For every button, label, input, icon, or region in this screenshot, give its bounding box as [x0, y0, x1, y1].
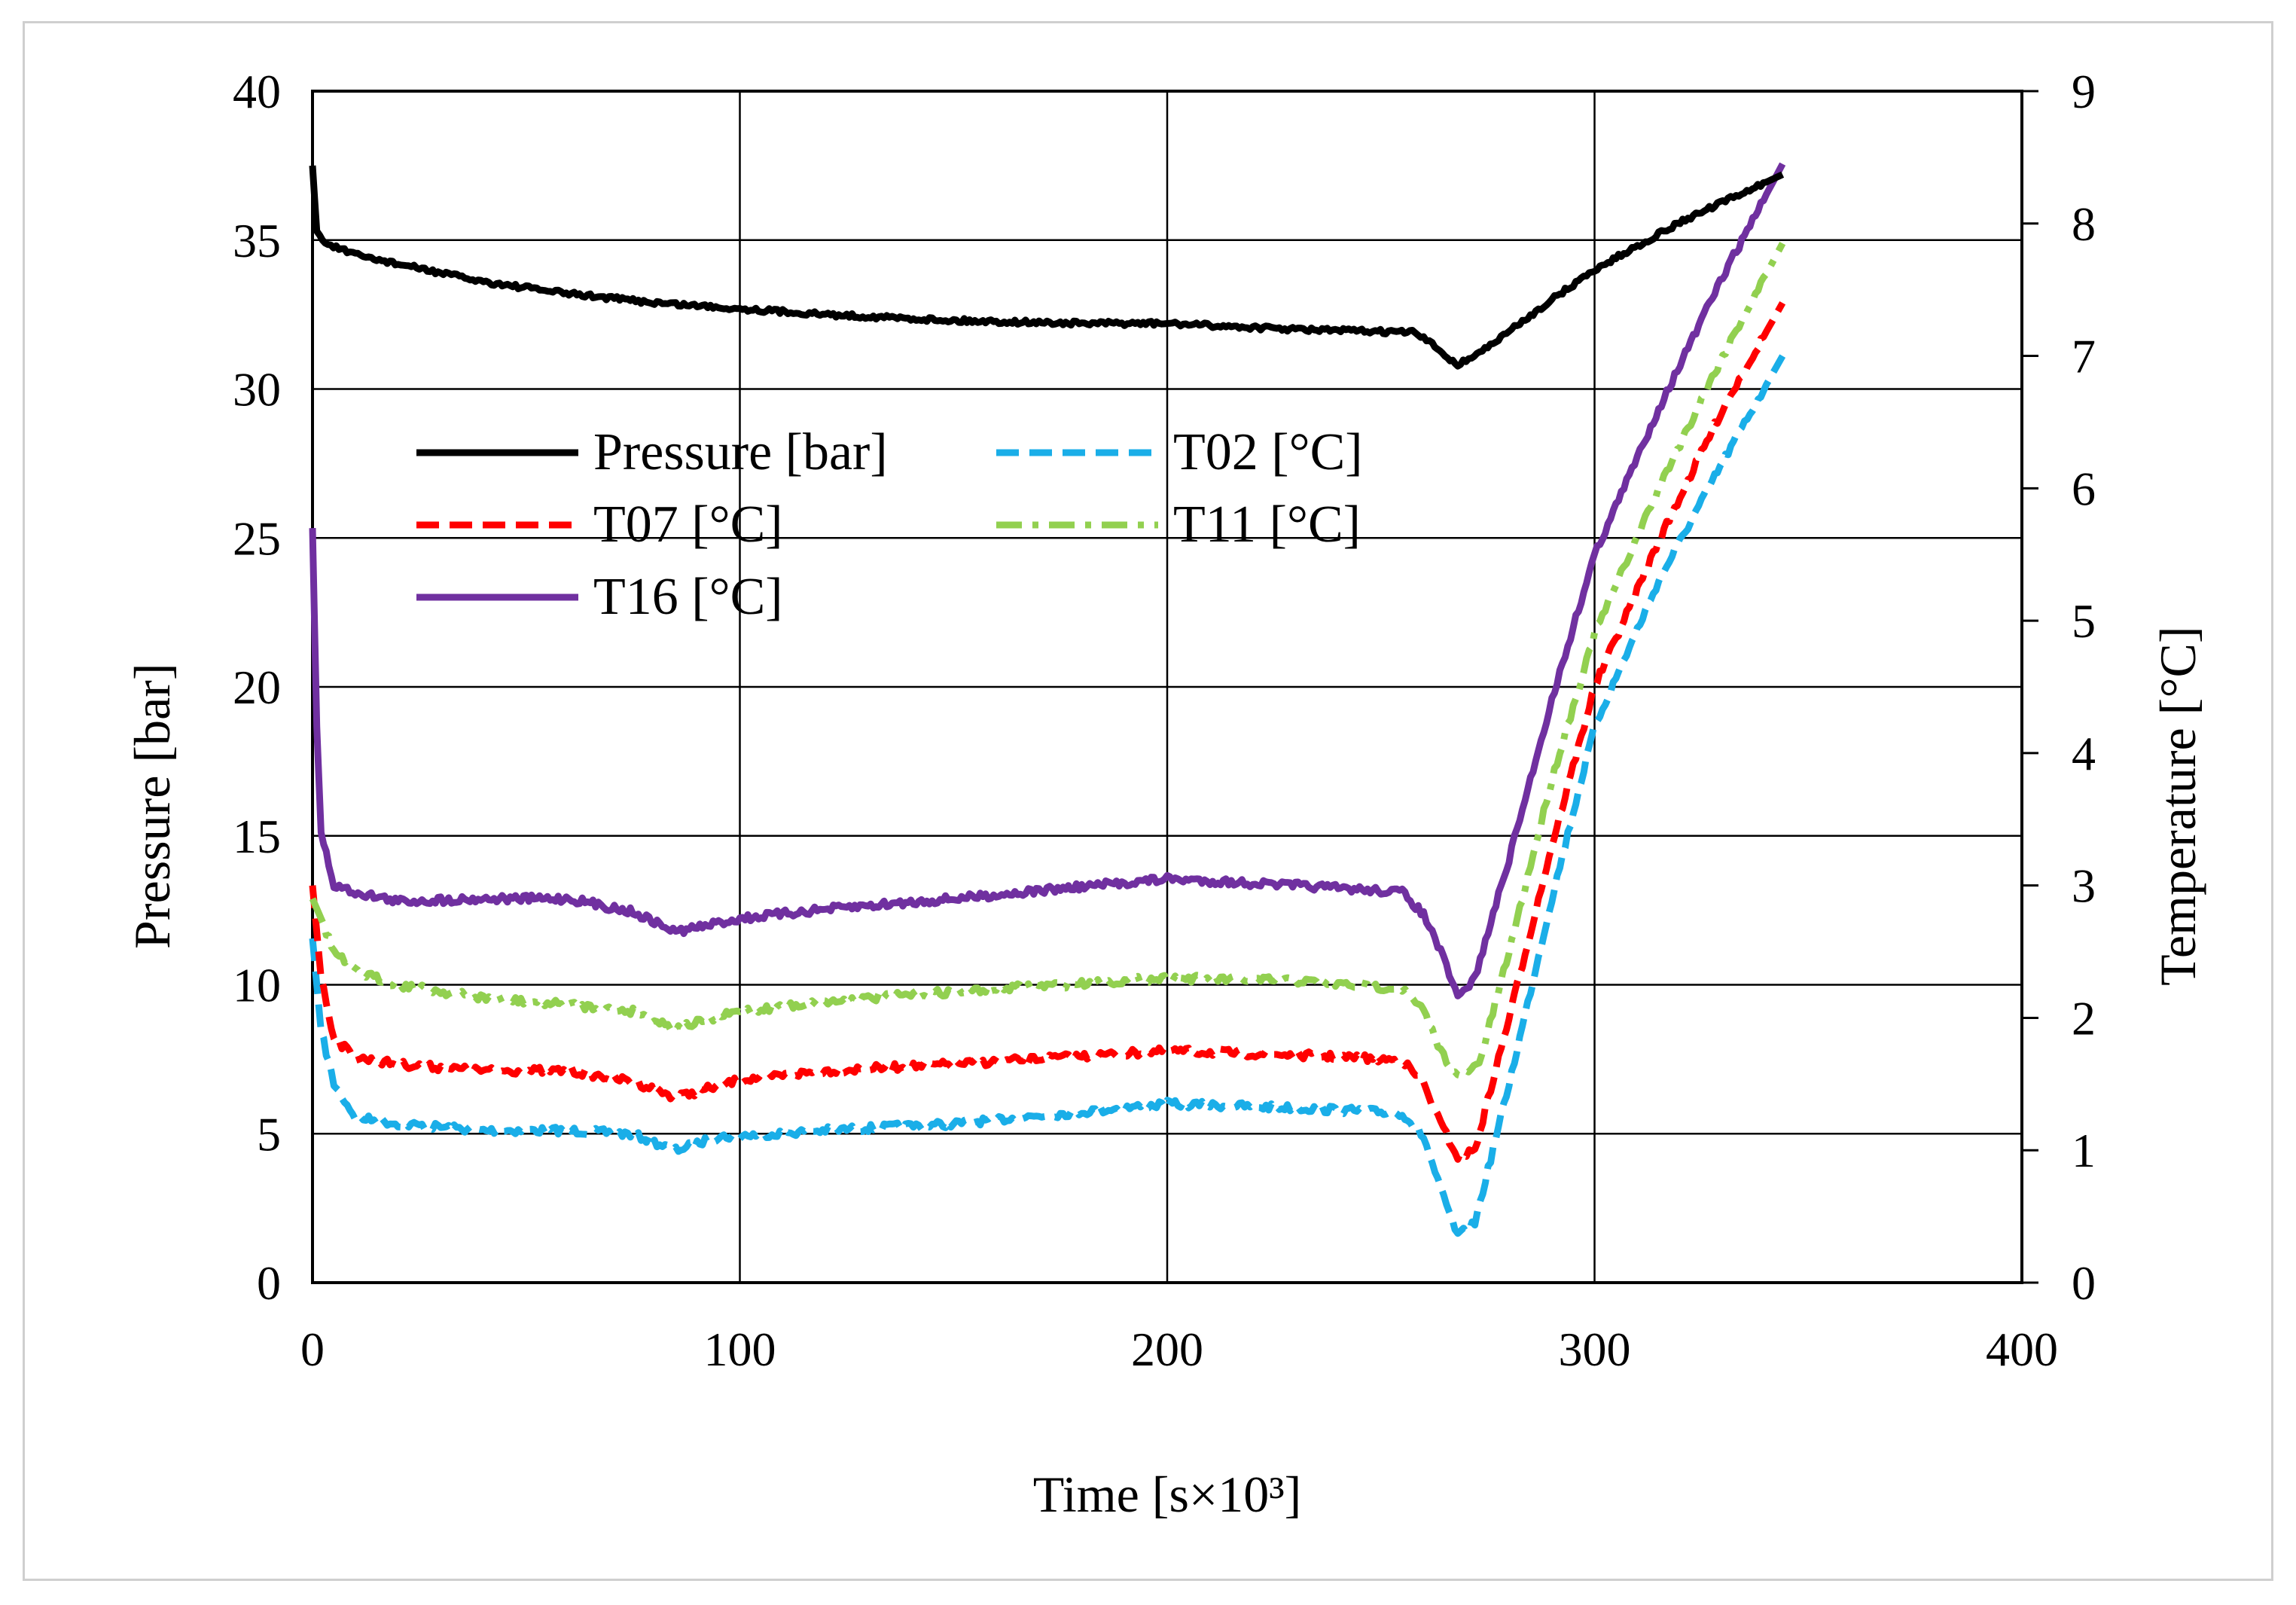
y-right-tick-9: 9 [2072, 65, 2096, 118]
y-left-tick-30: 30 [233, 363, 281, 417]
legend: Pressure [bar] T02 [°C] T07 [°C] T11 [°C… [416, 423, 1363, 626]
y-left-tick-35: 35 [233, 214, 281, 267]
series-line-t16 [309, 162, 1786, 999]
y-right-tick-6: 6 [2072, 462, 2096, 515]
legend-item-t11: T11 [°C] [996, 496, 1361, 554]
y-right-tick-0: 0 [2072, 1256, 2096, 1310]
y-left-tick-10: 10 [233, 959, 281, 1012]
legend-label-t11: T11 [°C] [1173, 496, 1361, 554]
y-right-tick-2: 2 [2072, 991, 2096, 1045]
series-line-t11 [309, 241, 1786, 1079]
plot-border [311, 90, 2023, 1284]
x-tick-100: 100 [704, 1323, 776, 1376]
legend-label-pressure: Pressure [bar] [593, 423, 888, 481]
legend-item-t02: T02 [°C] [996, 423, 1363, 481]
x-tick-300: 300 [1559, 1323, 1631, 1376]
series-lines [309, 162, 1786, 1237]
y-right-tick-3: 3 [2072, 859, 2096, 913]
x-tick-0: 0 [300, 1323, 325, 1376]
y-left-tick-0: 0 [257, 1256, 281, 1310]
legend-label-t02: T02 [°C] [1173, 423, 1363, 481]
x-tick-400: 400 [1986, 1323, 2058, 1376]
legend-label-t16: T16 [°C] [593, 568, 783, 626]
chart-frame: 0 5 10 15 20 25 30 35 40 0 1 2 3 4 5 6 7 8 9 0 100 200 300 400 … [23, 21, 2273, 1581]
x-tick-200: 200 [1131, 1323, 1203, 1376]
y-right-tick-4: 4 [2072, 727, 2096, 780]
y-left-tick-20: 20 [233, 661, 281, 714]
legend-label-t07: T07 [°C] [593, 496, 783, 554]
legend-item-pressure: Pressure [bar] [416, 423, 888, 481]
y-left-tick-25: 25 [233, 511, 281, 565]
y-axis-left-title: Pressure [bar] [123, 663, 181, 949]
series-line-t02 [309, 354, 1786, 1237]
x-axis-title: Time [s×10³] [1033, 1466, 1302, 1523]
y-axis-right-title: Temperature [°C] [2149, 626, 2206, 985]
y-left-tick-5: 5 [257, 1107, 281, 1161]
legend-item-t07: T07 [°C] [416, 496, 783, 554]
y-right-tick-7: 7 [2072, 330, 2096, 383]
y-left-tick-15: 15 [233, 810, 281, 863]
y-right-tick-1: 1 [2072, 1124, 2096, 1177]
y-right-tick-8: 8 [2072, 197, 2096, 251]
gridlines [311, 90, 2023, 1284]
series-line-pressure [309, 165, 1785, 370]
y-right-tick-5: 5 [2072, 594, 2096, 648]
legend-item-t16: T16 [°C] [416, 568, 783, 626]
y-left-tick-40: 40 [233, 65, 281, 118]
series-line-t07 [309, 301, 1786, 1163]
